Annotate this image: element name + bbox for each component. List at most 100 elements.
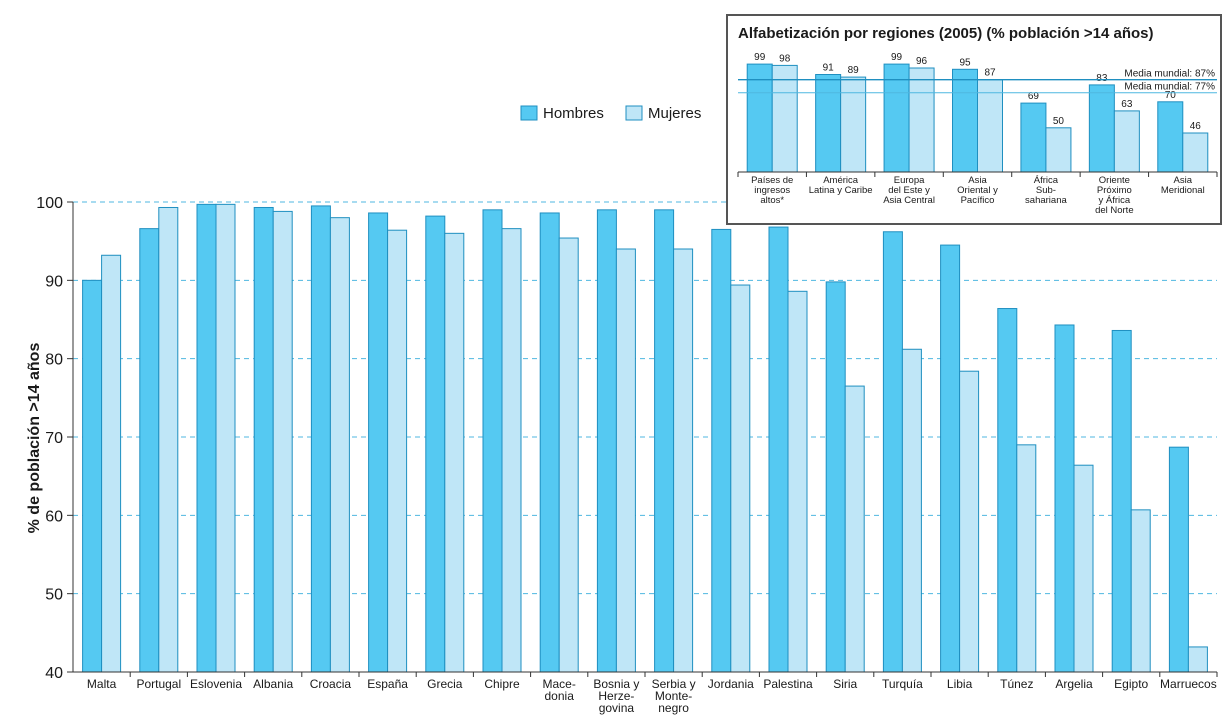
inset-axis xyxy=(737,171,1218,177)
bar-women xyxy=(673,248,694,673)
inset-data-label: 98 xyxy=(779,53,791,64)
legend-label-women: Mujeres xyxy=(648,105,701,122)
x-tick-label: Jordania xyxy=(708,677,754,691)
bar-men xyxy=(539,212,560,673)
y-tick-label: 40 xyxy=(45,665,63,682)
bar-men xyxy=(940,244,961,673)
bar-women xyxy=(787,290,808,673)
x-tick-label: Egipto xyxy=(1114,677,1148,691)
inset-data-label: 46 xyxy=(1190,121,1202,132)
y-tick-label: 90 xyxy=(45,273,63,290)
bar-women xyxy=(215,203,236,673)
bar-men xyxy=(768,226,789,673)
x-tick-label: Túnez xyxy=(1000,677,1033,691)
x-tick-label: Chipre xyxy=(484,677,520,691)
bar-men xyxy=(1168,446,1189,673)
bar-men xyxy=(425,215,446,673)
x-tick-label: España xyxy=(367,677,408,691)
inset-data-label: 83 xyxy=(1096,73,1108,84)
inset-data-label: 87 xyxy=(984,68,996,79)
x-tick-label: Bosnia y Herze-govina xyxy=(593,677,639,715)
x-tick-label: Libia xyxy=(947,677,973,691)
y-tick-label: 50 xyxy=(45,587,63,604)
inset-bar-women xyxy=(977,79,1003,173)
inset-data-label: 50 xyxy=(1053,116,1065,127)
inset-bar-men xyxy=(815,74,842,173)
inset-bar-women xyxy=(771,64,798,173)
inset-data-label: 63 xyxy=(1121,99,1133,110)
bar-women xyxy=(901,348,922,673)
x-tick-label: Portugal xyxy=(136,677,181,691)
bar-women xyxy=(1130,509,1151,673)
inset-bar-men xyxy=(1157,101,1184,173)
bar-men xyxy=(82,279,103,673)
bar-men xyxy=(253,206,274,673)
inset-data-label: 99 xyxy=(891,52,903,63)
inset-bar-women xyxy=(908,67,935,173)
inset-bar-women xyxy=(840,76,867,173)
legend-label-men: Hombres xyxy=(543,105,604,122)
bar-women xyxy=(730,284,751,673)
inset-bar-women xyxy=(1113,110,1140,173)
y-tick-label: 60 xyxy=(45,508,63,525)
inset-bar-men xyxy=(952,68,978,173)
y-tick-label: 100 xyxy=(36,195,63,212)
inset-data-label: 95 xyxy=(959,57,971,68)
inset-bar-women xyxy=(1045,127,1072,173)
inset-bar-men xyxy=(1020,102,1047,173)
inset-data-label: 91 xyxy=(823,63,835,74)
y-tick-label: 80 xyxy=(45,352,63,369)
legend-swatch-men xyxy=(520,105,538,121)
x-tick-label: Malta xyxy=(87,677,117,691)
inset-data-label: 70 xyxy=(1165,90,1177,101)
bar-men xyxy=(596,209,617,673)
world-average-label: Media mundial: 77% xyxy=(1124,82,1215,93)
inset-category-label: Asia Meridional xyxy=(1161,175,1205,196)
bar-men xyxy=(1054,324,1075,673)
inset-chart: Alfabetización por regiones (2005) (% po… xyxy=(726,14,1222,225)
bar-women xyxy=(501,228,522,673)
x-tick-label: Palestina xyxy=(763,677,813,691)
world-average-label: Media mundial: 87% xyxy=(1124,69,1215,80)
bar-women xyxy=(558,237,579,673)
x-tick-label: Marruecos xyxy=(1160,677,1217,691)
bar-women xyxy=(959,370,980,673)
inset-data-label: 89 xyxy=(848,65,860,76)
bar-women xyxy=(329,217,350,673)
bar-women xyxy=(1073,464,1094,673)
inset-category-label: África Sub-sahariana xyxy=(1025,175,1067,206)
inset-data-label: 96 xyxy=(916,56,928,67)
bar-men xyxy=(482,209,503,673)
bar-women xyxy=(1187,646,1208,673)
inset-data-label: 99 xyxy=(754,52,766,63)
bar-women xyxy=(101,254,122,673)
inset-bar-women xyxy=(1182,132,1209,173)
x-tick-label: Grecia xyxy=(427,677,463,691)
bar-men xyxy=(1111,329,1132,673)
inset-category-label: Países de ingresos altos* xyxy=(751,175,793,206)
inset-bar-men xyxy=(746,63,773,173)
bar-women xyxy=(158,206,179,673)
legend: Hombres Mujeres xyxy=(520,105,701,122)
bar-men xyxy=(882,231,903,673)
x-axis-labels: Malta Portugal Eslovenia Albania Croacia Espa… xyxy=(87,672,1218,715)
inset-category-label: Asia Oriental y Pacífico xyxy=(957,175,998,206)
y-axis-title: % de población >14 años xyxy=(26,343,43,534)
x-tick-label: Mace-donia xyxy=(543,677,576,703)
bar-men xyxy=(654,209,675,673)
x-tick-label: Argelia xyxy=(1055,677,1093,691)
grid-lines xyxy=(73,201,1217,595)
inset-category-label: Oriente Próximo y África del Norte xyxy=(1095,175,1134,216)
inset-bar-men xyxy=(883,63,910,173)
y-tick-label: 70 xyxy=(45,430,63,447)
inset-bar-men xyxy=(1088,84,1115,173)
bar-women xyxy=(272,210,293,673)
x-tick-label: Croacia xyxy=(310,677,352,691)
bar-women xyxy=(444,232,465,673)
bar-men xyxy=(711,228,732,673)
inset-category-labels: Países de ingresos altos* América Latina y C… xyxy=(751,175,1205,216)
x-tick-label: Turquía xyxy=(882,677,923,691)
inset-data-label: 69 xyxy=(1028,91,1040,102)
bar-women xyxy=(615,248,636,673)
